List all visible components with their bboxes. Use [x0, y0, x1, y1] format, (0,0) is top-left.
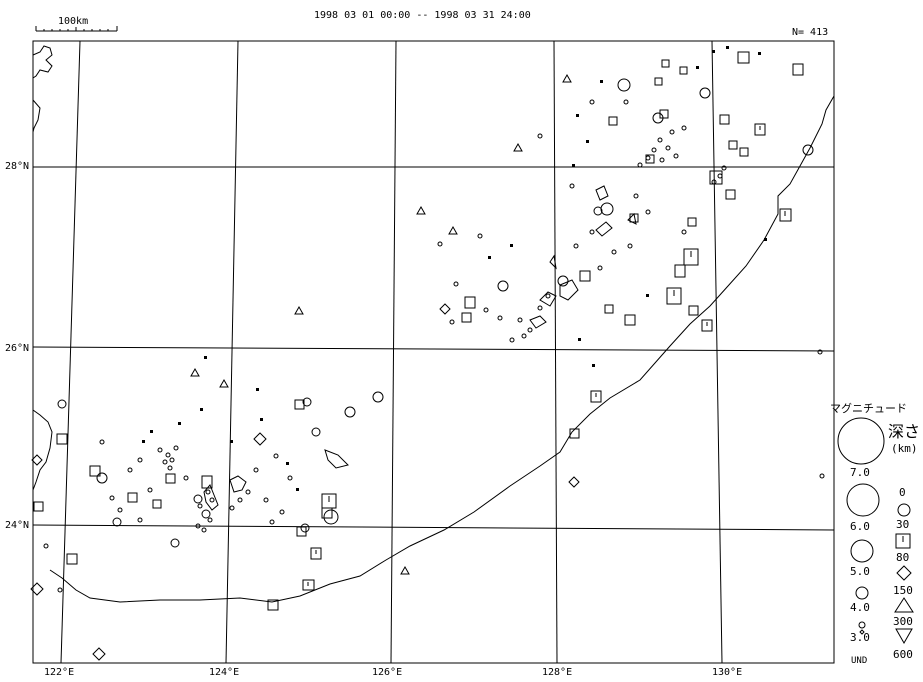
legend-mag-4	[855, 586, 869, 600]
trench-line	[49, 95, 835, 603]
lat-label-24n: 24°N	[5, 520, 30, 531]
legend-symbols	[837, 417, 914, 645]
legend-mag-label-3: 3.0	[850, 631, 870, 644]
legend-depth-30-icon	[895, 533, 911, 549]
legend-depth-0-icon	[897, 503, 911, 517]
legend-depth-label-80: 80	[896, 551, 910, 564]
coastlines	[32, 45, 637, 511]
lon-label-126e: 126°E	[372, 667, 403, 678]
lon-label-122e: 122°E	[44, 667, 75, 678]
legend-depth-unit: (km)	[891, 442, 918, 455]
legend-depth-label-600: 600	[893, 648, 913, 661]
legend-mag-label-und: UND	[851, 656, 868, 666]
legend-depth-label-300: 300	[893, 615, 913, 628]
legend-depth-label-0: 0	[899, 486, 906, 499]
lon-label-124e: 124°E	[209, 667, 240, 678]
legend-mag-label-4: 4.0	[850, 601, 870, 614]
scale-bar-label: 100km	[58, 16, 89, 27]
legend-depth-label-30: 30	[896, 518, 910, 531]
graticule	[32, 40, 835, 664]
map-title: 1998 03 01 00:00 -- 1998 03 31 24:00	[314, 10, 531, 21]
legend-mag-label-5: 5.0	[850, 565, 870, 578]
legend-depth-150-icon	[894, 597, 914, 613]
legend-depth-label-150: 150	[893, 584, 913, 597]
lat-label-28n: 28°N	[5, 161, 30, 172]
legend-mag-6	[846, 483, 880, 517]
legend-magnitude-title: マグニチュード	[830, 402, 907, 415]
legend-mag-3	[858, 621, 866, 629]
legend-mag-label-6: 6.0	[850, 520, 870, 533]
legend-depth-title: 深さ	[888, 422, 921, 441]
event-count: N= 413	[792, 27, 829, 38]
legend-depth-300-icon	[895, 628, 913, 645]
lon-label-130e: 130°E	[712, 667, 743, 678]
legend-mag-5	[850, 539, 874, 563]
scale-bar	[35, 26, 118, 32]
event-markers	[30, 46, 825, 661]
legend-mag-und	[859, 629, 865, 635]
lon-label-128e: 128°E	[542, 667, 573, 678]
lat-label-26n: 26°N	[5, 343, 30, 354]
legend-mag-7	[837, 417, 885, 465]
map-frame	[32, 40, 835, 664]
legend-mag-label-7: 7.0	[850, 466, 870, 479]
legend-depth-80-icon	[896, 565, 912, 581]
